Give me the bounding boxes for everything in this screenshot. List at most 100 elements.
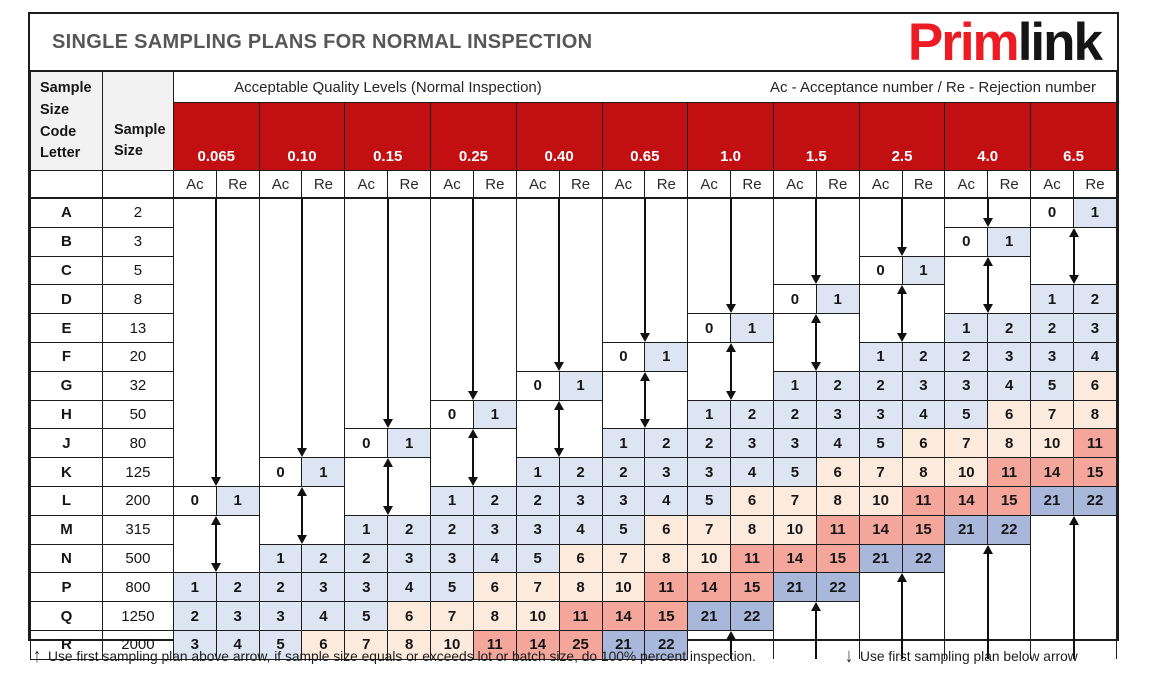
re-value-cell-1.0-K: 4: [730, 457, 774, 487]
sample-size-cell: 2: [101, 197, 174, 228]
arrow-shaft: [558, 227, 561, 257]
arrow-shaft: [300, 198, 303, 228]
code-letter-cell: G: [30, 370, 103, 401]
aql-title: Acceptable Quality Levels (Normal Inspec…: [172, 72, 602, 103]
re-value-cell-0.065-Q: 3: [215, 601, 260, 631]
table-row-G: G 32 0 1 1 2 2 3 3 4 5 6: [30, 370, 1118, 401]
ac-value-cell-6.5-H: 7: [1030, 399, 1074, 430]
up-arrowhead-cell-4.0-C: [944, 256, 1032, 285]
arrow-shaft: [729, 349, 732, 372]
ac-value-cell-0.15-M: 1: [344, 514, 389, 545]
re-label-0.10: Re: [301, 170, 346, 199]
down-arrowhead-cell-0.065-N: [172, 544, 260, 573]
arrow-shaft: [386, 227, 389, 257]
ac-label-1.5: Ac: [772, 170, 817, 199]
re-value-cell-0.25-R: 11: [472, 629, 517, 660]
table-row-E: E 13 0 1 1 2 2 3: [30, 313, 1118, 343]
down-arrowhead-icon: [811, 361, 822, 371]
arrow-shaft: [729, 284, 732, 307]
ac-value-cell-1.5-G: 1: [772, 370, 817, 401]
arrow-shaft-cell-2.5-Q: [858, 601, 946, 631]
up-arrowhead-icon: [897, 573, 908, 583]
arrow-shaft: [1072, 572, 1075, 602]
re-value-cell-4.0-M: 22: [987, 514, 1032, 545]
re-label-1.5: Re: [815, 170, 860, 199]
arrow-shaft: [986, 572, 989, 602]
arrow-shaft: [215, 522, 218, 545]
arrow-shaft: [472, 256, 475, 285]
re-value-cell-6.5-D: 2: [1072, 284, 1118, 315]
ac-value-cell-6.5-D: 1: [1030, 284, 1074, 315]
down-arrowhead-icon: [554, 448, 565, 458]
sample-size-cell: 1250: [101, 601, 174, 631]
arrow-shaft: [386, 256, 389, 285]
re-value-cell-0.10-Q: 4: [301, 601, 346, 631]
re-value-cell-2.5-F: 2: [901, 341, 946, 372]
code-letter-cell: D: [30, 284, 103, 315]
re-value-cell-2.5-K: 8: [901, 457, 946, 487]
ac-value-cell-6.5-F: 3: [1030, 341, 1074, 372]
ac-value-cell-2.5-G: 2: [858, 370, 903, 401]
sample-size-cell: 200: [101, 485, 174, 516]
re-value-cell-6.5-G: 6: [1072, 370, 1118, 401]
arrow-shaft: [386, 342, 389, 372]
arrow-shaft-cell-0.65-C: [601, 256, 689, 285]
ac-value-cell-1.5-P: 21: [772, 572, 817, 603]
up-arrowhead-cell-0.65-G: [601, 371, 689, 401]
ac-label-0.15: Ac: [344, 170, 389, 199]
re-value-cell-0.40-R: 25: [558, 629, 603, 660]
arrow-shaft-cell-0.65-A: [601, 198, 689, 228]
re-value-cell-1.5-N: 15: [815, 543, 860, 574]
footnote-above-arrow: ↑ Use first sampling plan above arrow, if…: [33, 646, 756, 667]
arrow-shaft: [558, 313, 561, 343]
up-arrowhead-cell-1.5-E: [772, 313, 860, 343]
down-arrowhead-icon: [982, 217, 993, 227]
arrow-shaft-cell-0.065-H: [172, 400, 260, 429]
arrow-shaft-cell-0.15-C: [344, 256, 432, 285]
ac-value-cell-4.0-L: 14: [944, 485, 989, 516]
arrow-shaft-cell-4.0-R: [944, 630, 1032, 660]
down-arrowhead-icon: [897, 246, 908, 256]
re-label-0.40: Re: [558, 170, 603, 199]
ac-value-cell-6.5-K: 14: [1030, 457, 1074, 487]
arrow-shaft: [815, 609, 818, 631]
down-arrowhead-cell-0.25-G: [430, 371, 517, 401]
arrow-shaft-cell-0.40-B: [515, 227, 603, 257]
ac-value-cell-1.5-K: 5: [772, 457, 817, 487]
aql-level-1.5: 1.5: [772, 102, 860, 171]
up-arrowhead-icon: [897, 285, 908, 295]
table-row-F: F 20 0 1 1 2 2 3 3 4: [30, 341, 1118, 372]
ac-value-cell-0.25-H: 0: [430, 399, 474, 430]
ac-value-cell-6.5-E: 2: [1030, 313, 1074, 343]
arrow-shaft: [643, 227, 646, 257]
arrow-shaft: [300, 227, 303, 257]
arrow-shaft: [729, 637, 732, 660]
arrow-shaft-cell-1.0-A: [687, 198, 774, 228]
re-value-cell-0.25-Q: 8: [472, 601, 517, 631]
arrow-shaft-cell-0.15-B: [344, 227, 432, 257]
re-value-cell-6.5-H: 8: [1072, 399, 1118, 430]
arrow-shaft: [815, 342, 818, 364]
code-letter-cell: E: [30, 313, 103, 343]
re-value-cell-4.0-K: 11: [987, 457, 1032, 487]
ac-value-cell-4.0-E: 1: [944, 313, 989, 343]
arrow-shaft: [300, 313, 303, 343]
arrow-shaft-cell-1.5-A: [772, 198, 860, 228]
arrow-shaft-cell-0.10-C: [258, 256, 346, 285]
arrow-shaft: [901, 580, 904, 602]
up-arrowhead-cell-6.5-B: [1030, 227, 1117, 257]
up-arrowhead-icon: [554, 400, 565, 410]
ac-value-cell-0.25-M: 2: [430, 514, 474, 545]
ac-value-cell-6.5-L: 21: [1030, 485, 1074, 516]
re-value-cell-2.5-C: 1: [901, 255, 946, 286]
arrow-shaft: [386, 486, 389, 508]
arrow-shaft-cell-0.65-D: [601, 284, 689, 314]
table-header-row: Sample Size Code Letter Sample Size Acce…: [30, 72, 1117, 171]
re-value-cell-2.5-M: 15: [901, 514, 946, 545]
down-arrowhead-icon: [382, 505, 393, 515]
down-arrowhead-cell-0.15-L: [344, 486, 432, 516]
aql-level-0.25: 0.25: [430, 102, 517, 171]
ac-value-cell-2.5-J: 5: [858, 428, 903, 459]
ac-value-cell-4.0-F: 2: [944, 341, 989, 372]
ac-value-cell-0.065-L: 0: [172, 485, 217, 516]
